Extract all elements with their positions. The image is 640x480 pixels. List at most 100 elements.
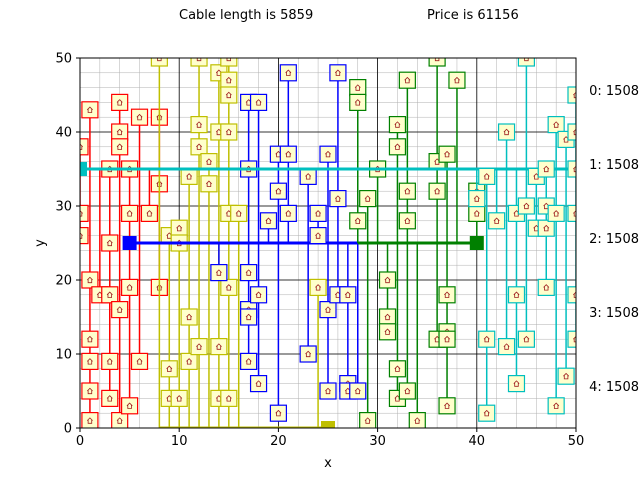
house-marker: [428, 58, 446, 67]
house-box: [567, 86, 576, 104]
house-marker: [190, 338, 208, 356]
hub-marker: [321, 421, 335, 428]
house-box: [567, 123, 576, 141]
house-marker: [111, 123, 129, 141]
series-4: [80, 58, 576, 422]
cable-length-label: Cable length is 5859: [179, 8, 314, 23]
house-marker: [349, 93, 367, 112]
house-marker: [180, 308, 198, 326]
house-box: [200, 175, 218, 193]
house-marker: [140, 204, 159, 222]
house-marker: [329, 64, 347, 82]
house-marker: [388, 138, 407, 156]
house-marker: [240, 308, 258, 326]
house-box: [359, 412, 377, 428]
house-box: [388, 360, 407, 378]
house-box: [101, 286, 119, 304]
house-box: [378, 308, 397, 326]
house-marker: [378, 308, 397, 326]
house-box: [220, 389, 238, 407]
house-box: [200, 153, 218, 171]
house-marker: [240, 352, 258, 370]
house-marker: [517, 58, 536, 67]
house-marker: [567, 204, 576, 222]
legend-entry-2: 2: 1508: [589, 232, 639, 247]
house-box: [478, 404, 496, 422]
house-box: [349, 382, 367, 400]
house-box: [101, 234, 119, 252]
house-marker: [101, 234, 119, 252]
series-0: [80, 93, 168, 428]
house-marker: [329, 190, 347, 208]
house-box: [517, 330, 536, 348]
house-marker: [398, 382, 416, 400]
house-box: [478, 167, 496, 185]
house-box: [240, 264, 258, 282]
house-marker: [81, 412, 99, 428]
house-box: [428, 182, 446, 200]
house-box: [398, 71, 416, 89]
house-box: [81, 412, 99, 428]
house-marker: [200, 153, 218, 171]
house-marker: [101, 352, 119, 370]
axis-ticks: 0 10 20 30 40 50 0 10 20 30 40 50: [55, 52, 584, 450]
house-box: [388, 115, 407, 134]
legend: 0: 1508 1: 1508 2: 1508 3: 1508 4: 1508: [589, 84, 639, 395]
x-tick-label: 40: [469, 434, 486, 449]
house-box: [220, 58, 238, 67]
house-marker: [279, 204, 297, 222]
series-3: [349, 58, 486, 428]
house-box: [408, 412, 426, 428]
house-box: [130, 108, 149, 126]
house-marker: [81, 101, 99, 119]
house-marker: [259, 212, 278, 230]
house-marker: [349, 212, 367, 230]
house-box: [180, 167, 198, 185]
house-marker: [230, 204, 248, 222]
house-marker: [339, 286, 357, 304]
house-box: [249, 375, 268, 393]
house-box: [398, 212, 416, 230]
house-marker: [80, 227, 89, 245]
house-box: [279, 145, 297, 163]
house-marker: [81, 382, 99, 400]
house-marker: [537, 160, 555, 178]
house-marker: [279, 64, 297, 82]
house-box: [537, 278, 555, 296]
house-marker: [101, 286, 119, 304]
house-box: [269, 182, 287, 200]
house-marker: [170, 219, 188, 237]
house-box: [349, 212, 367, 230]
house-marker: [507, 375, 526, 393]
house-marker: [80, 204, 89, 222]
house-marker: [507, 286, 526, 304]
house-marker: [190, 115, 208, 134]
house-marker: [111, 412, 129, 428]
house-marker: [438, 397, 456, 415]
house-box: [309, 204, 327, 222]
house-marker: [309, 278, 327, 296]
hub-marker: [122, 236, 137, 250]
house-marker: [388, 360, 407, 378]
price-label: Price is 61156: [427, 8, 519, 23]
house-marker: [388, 115, 407, 134]
house-marker: [478, 167, 496, 185]
house-marker: [160, 360, 178, 378]
house-box: [567, 204, 576, 222]
house-marker: [478, 404, 496, 422]
house-box: [80, 138, 89, 156]
house-marker: [537, 219, 555, 237]
house-marker: [319, 145, 337, 163]
house-marker: [200, 175, 218, 193]
house-box: [468, 204, 486, 222]
house-marker: [220, 389, 238, 407]
house-marker: [468, 190, 486, 208]
house-box: [537, 160, 555, 178]
house-marker: [299, 167, 317, 185]
house-marker: [567, 86, 576, 104]
house-marker: [547, 115, 565, 134]
house-box: [547, 204, 565, 222]
house-marker: [220, 86, 238, 104]
house-box: [130, 352, 149, 370]
hub-marker: [469, 236, 484, 250]
